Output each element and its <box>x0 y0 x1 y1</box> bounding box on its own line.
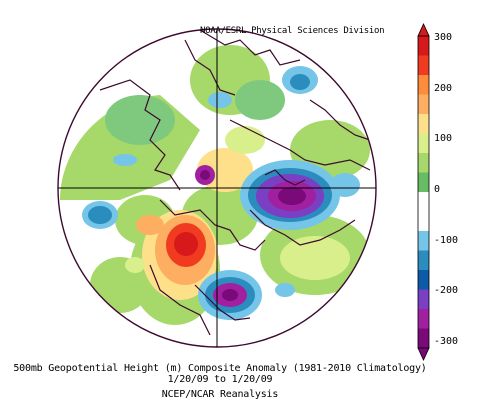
colorbar-swatch <box>418 133 429 154</box>
caption-source: NCEP/NCAR Reanalysis <box>161 389 279 400</box>
caption-title: 500mb Geopotential Height (m) Composite … <box>13 363 427 374</box>
colorbar-swatch <box>418 231 429 251</box>
colorbar-frame <box>417 35 430 349</box>
colorbar-swatch <box>418 289 429 310</box>
credit-label: NOAA/ESRL Physical Sciences Division <box>200 26 385 36</box>
anomaly-fields <box>58 29 376 347</box>
colorbar-swatch <box>418 172 429 193</box>
colorbar-tick-label: 300 <box>434 32 453 43</box>
colorbar-tick-label: 0 <box>434 184 441 195</box>
colorbar-bottom-arrow <box>417 347 430 361</box>
colorbar-tick-label: -100 <box>434 234 459 246</box>
caption-dates: 1/20/09 to 1/20/09 <box>167 374 273 385</box>
colorbar-swatch <box>418 114 429 134</box>
colorbar-swatch <box>418 309 429 329</box>
colorbar-tick-label: 200 <box>434 82 453 94</box>
colorbar <box>417 23 430 361</box>
colorbar-swatch <box>418 153 429 173</box>
colorbar-tick-label: 100 <box>434 133 453 145</box>
colorbar-swatch <box>418 55 429 76</box>
colorbar-swatch <box>418 192 429 212</box>
colorbar-swatch <box>418 250 429 271</box>
colorbar-swatch <box>418 211 429 232</box>
colorbar-swatch <box>418 328 429 349</box>
colorbar-swatch <box>418 36 429 56</box>
colorbar-top-arrow <box>417 23 430 37</box>
colorbar-swatch <box>418 94 429 115</box>
colorbar-swatch <box>418 75 429 95</box>
coastlines <box>99 29 371 336</box>
colorbar-swatch <box>418 270 429 290</box>
colorbar-tick-label: -200 <box>434 285 459 297</box>
colorbar-tick-label: -300 <box>434 336 459 347</box>
